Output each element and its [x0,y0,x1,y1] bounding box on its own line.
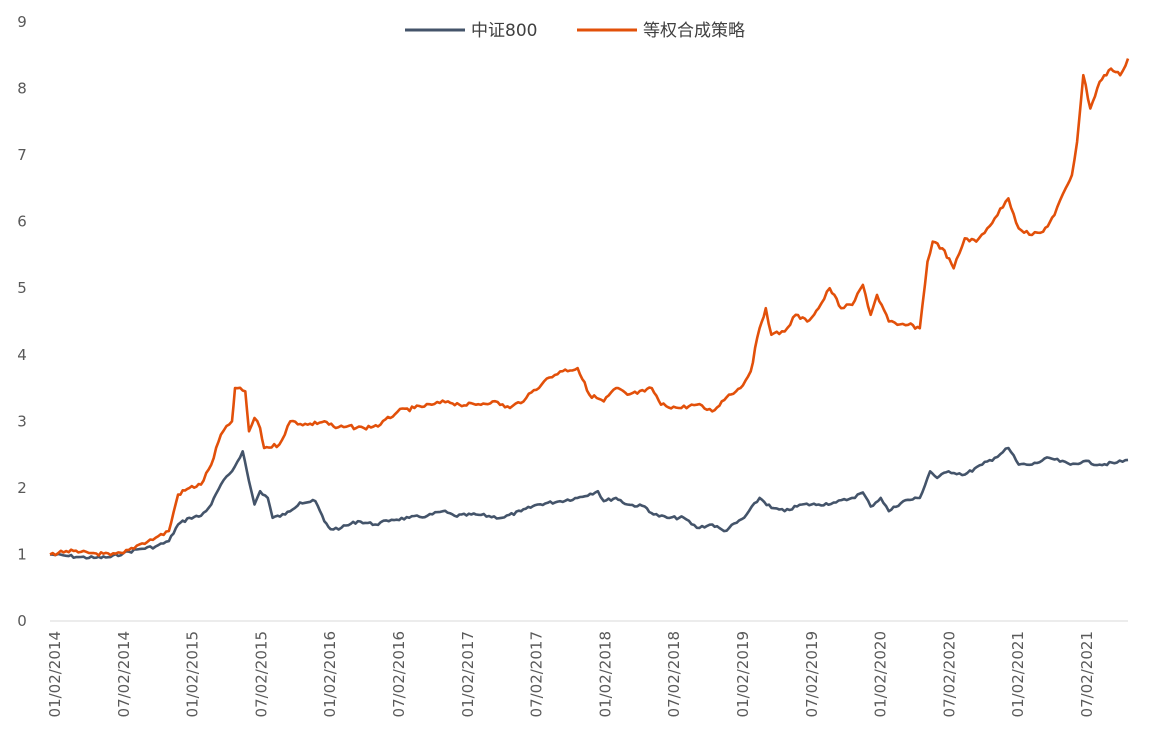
legend: 中证800 等权合成策略 [405,21,745,41]
x-tick-label: 01/02/2019 [734,631,752,717]
x-tick-label: 07/02/2018 [665,631,683,717]
x-tick-label: 01/02/2016 [321,631,339,717]
x-tick-label: 07/02/2020 [940,631,958,717]
y-tick-label: 6 [17,213,27,231]
y-tick-label: 7 [17,146,27,164]
x-tick-label: 01/02/2021 [1009,631,1027,717]
x-axis: 01/02/2014 07/02/2014 01/02/2015 07/02/2015… [46,620,1128,717]
series-line-strategy [49,58,1130,557]
y-axis: 0 1 2 3 4 5 6 7 8 9 [17,13,27,630]
y-tick-label: 2 [17,479,27,497]
x-tick-label: 01/02/2014 [46,631,64,717]
series-line-csi800 [49,446,1129,560]
x-tick-label: 07/02/2017 [528,631,546,717]
y-tick-label: 0 [17,612,27,630]
x-tick-label: 01/02/2020 [872,631,890,717]
y-tick-label: 5 [17,279,27,297]
x-tick-label: 07/02/2014 [115,631,133,717]
y-tick-label: 9 [17,13,27,31]
x-tick-label: 07/02/2019 [803,631,821,717]
x-tick-label: 01/02/2017 [459,631,477,717]
y-tick-label: 1 [17,545,27,563]
y-tick-label: 4 [17,346,27,364]
legend-label: 等权合成策略 [643,21,745,41]
x-tick-label: 01/02/2015 [184,631,202,717]
legend-label: 中证800 [471,21,537,41]
x-tick-label: 07/02/2016 [390,631,408,717]
x-tick-label: 07/02/2021 [1078,631,1096,717]
y-tick-label: 3 [17,412,27,430]
y-tick-label: 8 [17,80,27,98]
plot-area [49,58,1130,560]
x-tick-label: 01/02/2018 [596,631,614,717]
x-tick-label: 07/02/2015 [252,631,270,717]
